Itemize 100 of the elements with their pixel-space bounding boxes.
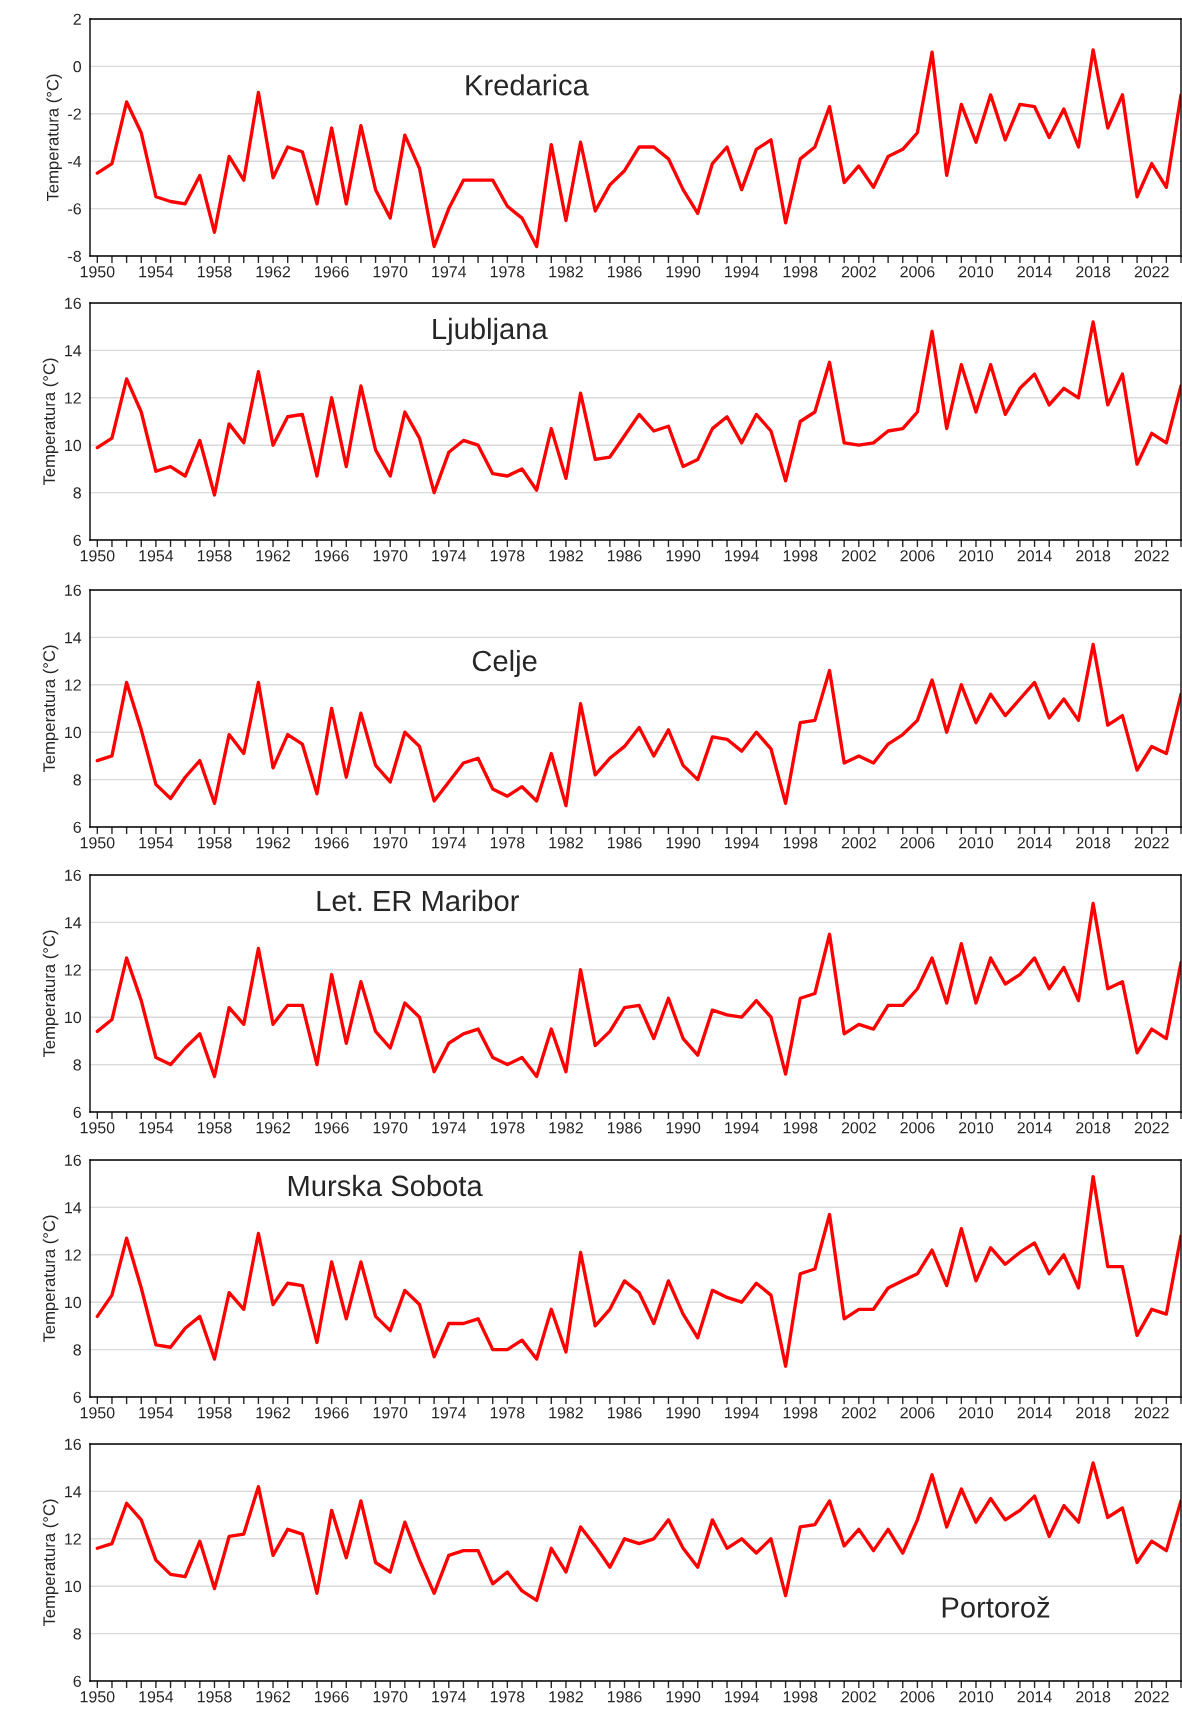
x-tick-label: 1974 bbox=[432, 1122, 467, 1134]
y-tick-label: 8 bbox=[73, 1059, 81, 1071]
y-tick-label: -2 bbox=[68, 108, 81, 120]
x-tick-label: 1982 bbox=[549, 1407, 583, 1419]
x-tick-label: 1986 bbox=[607, 1407, 642, 1419]
y-tick-label: 8 bbox=[73, 774, 81, 786]
x-tick-label: 1986 bbox=[607, 550, 642, 562]
y-tick-label: 14 bbox=[65, 1486, 82, 1498]
x-tick-label: 2018 bbox=[1076, 1122, 1111, 1134]
x-tick-label: 2006 bbox=[900, 837, 935, 849]
x-tick-label: 1978 bbox=[490, 1691, 525, 1703]
line-series bbox=[95, 1174, 1181, 1368]
x-tick-label: 1954 bbox=[139, 1122, 174, 1134]
x-tick-label: 1990 bbox=[666, 1407, 701, 1419]
x-tick-label: 1970 bbox=[373, 1122, 408, 1134]
x-tick-label: 1966 bbox=[315, 837, 349, 849]
x-tick-label: 2014 bbox=[1017, 550, 1052, 562]
x-tick-label: 2022 bbox=[1134, 837, 1169, 849]
x-tick-label: 1966 bbox=[315, 1407, 349, 1419]
y-tick-label: 10 bbox=[65, 1580, 82, 1593]
x-tick-label: 2002 bbox=[841, 837, 876, 849]
y-tick-label: 14 bbox=[65, 1202, 82, 1214]
x-tick-label: 1990 bbox=[666, 1691, 701, 1703]
x-tick-label: 2018 bbox=[1076, 1691, 1111, 1703]
x-tick-label: 2022 bbox=[1134, 266, 1169, 278]
x-tick-label: 1950 bbox=[80, 1407, 115, 1419]
x-tick-label: 1974 bbox=[432, 266, 467, 278]
x-tick-label: 1954 bbox=[139, 1691, 174, 1703]
y-tick-label: 2 bbox=[73, 13, 81, 25]
line-series bbox=[95, 48, 1181, 249]
x-tick-label: 2002 bbox=[841, 1407, 876, 1419]
x-tick-label: 1998 bbox=[783, 1691, 818, 1703]
x-tick-label: 1966 bbox=[315, 1691, 349, 1703]
x-tick-label: 1974 bbox=[432, 1691, 467, 1703]
x-tick-label: 1990 bbox=[666, 550, 701, 562]
x-tick-label: 1958 bbox=[197, 1122, 232, 1134]
y-tick-label: 12 bbox=[65, 1533, 81, 1545]
x-tick-label: 1978 bbox=[490, 266, 525, 278]
x-tick-label: 2018 bbox=[1076, 266, 1111, 278]
y-tick-label: 10 bbox=[65, 1011, 82, 1024]
x-tick-label: 1998 bbox=[783, 550, 818, 562]
x-tick-label: 2018 bbox=[1076, 550, 1111, 562]
x-tick-label: 1982 bbox=[549, 1122, 583, 1134]
x-tick-label: 1982 bbox=[549, 1691, 583, 1703]
x-tick-label: 2010 bbox=[959, 550, 994, 562]
x-tick-label: 1962 bbox=[256, 550, 291, 562]
x-tick-label: 2006 bbox=[900, 266, 935, 278]
chart-title: Let. ER Maribor bbox=[317, 889, 519, 912]
x-tick-label: 1962 bbox=[256, 837, 291, 849]
x-tick-label: 1950 bbox=[80, 266, 115, 278]
x-tick-label: 1994 bbox=[725, 837, 759, 849]
x-tick-label: 1970 bbox=[373, 1407, 408, 1419]
x-tick-label: 1962 bbox=[256, 1122, 291, 1134]
y-tick-label: 14 bbox=[65, 345, 82, 357]
y-tick-label: -8 bbox=[68, 250, 81, 262]
x-tick-label: 1950 bbox=[80, 550, 115, 562]
x-tick-label: 1994 bbox=[725, 1407, 759, 1419]
y-axis-title: Temperatura (°C) bbox=[42, 1215, 59, 1343]
x-tick-label: 1974 bbox=[432, 837, 467, 849]
x-tick-label: 2002 bbox=[841, 266, 876, 278]
y-axis-title: Temperatura (°C) bbox=[42, 645, 59, 773]
x-tick-label: 2022 bbox=[1134, 1691, 1169, 1703]
x-tick-label: 2010 bbox=[959, 1407, 994, 1419]
x-tick-label: 1958 bbox=[197, 266, 232, 278]
x-tick-label: 1970 bbox=[373, 550, 408, 562]
x-tick-label: 1966 bbox=[315, 266, 349, 278]
x-tick-label: 2014 bbox=[1017, 266, 1052, 278]
text: Kredarica bbox=[466, 74, 589, 96]
x-tick-label: 1958 bbox=[197, 1407, 232, 1419]
x-tick-label: 2002 bbox=[841, 550, 876, 562]
x-tick-label: 1950 bbox=[80, 1691, 115, 1703]
y-tick-label: 16 bbox=[65, 297, 81, 309]
y-tick-label: -6 bbox=[68, 203, 81, 215]
x-tick-label: 1970 bbox=[373, 266, 408, 278]
x-tick-label: 1982 bbox=[549, 837, 583, 849]
x-tick-label: 2010 bbox=[959, 266, 994, 278]
x-tick-label: 1958 bbox=[197, 837, 232, 849]
y-tick-label: 6 bbox=[73, 1391, 81, 1403]
y-tick-label: 8 bbox=[73, 1344, 81, 1356]
y-tick-label: 16 bbox=[65, 1438, 81, 1450]
x-tick-label: 1978 bbox=[490, 1407, 525, 1419]
y-tick-label: 12 bbox=[65, 392, 81, 404]
x-tick-label: 1998 bbox=[783, 266, 818, 278]
x-tick-label: 1994 bbox=[725, 1691, 759, 1703]
x-tick-label: 1978 bbox=[490, 1122, 525, 1134]
y-tick-label: 10 bbox=[65, 439, 82, 452]
y-tick-label: 6 bbox=[73, 1106, 81, 1118]
x-tick-label: 1986 bbox=[607, 1691, 642, 1703]
line-series bbox=[95, 642, 1181, 808]
x-tick-label: 1990 bbox=[666, 1122, 701, 1134]
x-tick-label: 2014 bbox=[1017, 1122, 1052, 1134]
x-tick-label: 2010 bbox=[959, 1122, 994, 1134]
x-tick-label: 1994 bbox=[725, 266, 759, 278]
y-tick-label: 10 bbox=[65, 726, 82, 739]
x-tick-label: 1954 bbox=[139, 550, 174, 562]
x-tick-label: 2014 bbox=[1017, 837, 1052, 849]
y-tick-label: 6 bbox=[73, 821, 81, 833]
x-tick-label: 1998 bbox=[783, 837, 818, 849]
x-tick-label: 2010 bbox=[959, 1691, 994, 1703]
y-axis-title: Temperatura (°C) bbox=[42, 1499, 59, 1627]
